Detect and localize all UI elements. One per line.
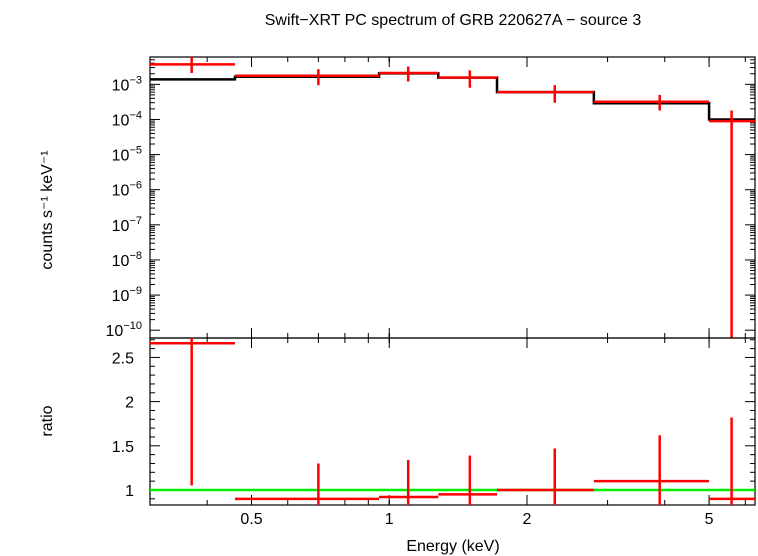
y-tick-label: 10−7 xyxy=(112,215,142,235)
ratio-panel: 0.5 1 2 5 1 1.5 2 2.5 xyxy=(112,57,756,528)
x-tick-label: 1 xyxy=(385,511,394,528)
y-tick-label: 2 xyxy=(125,395,134,412)
spectrum-panel: 10−3 10−4 10−5 10−6 10−7 10−8 10−9 10−10 xyxy=(106,56,756,505)
top-y-axis-label: counts s⁻¹ keV⁻¹ xyxy=(39,150,56,269)
ratio-frame xyxy=(149,337,756,506)
y-tick-label: 1.5 xyxy=(112,439,134,456)
y-tick-label: 10−8 xyxy=(112,250,142,270)
y-tick-label: 10−6 xyxy=(112,180,142,200)
y-tick-label: 10−3 xyxy=(112,74,142,94)
x-tick-label: 2 xyxy=(523,511,532,528)
chart-title: Swift−XRT PC spectrum of GRB 220627A − s… xyxy=(265,12,642,29)
bottom-y-axis-label: ratio xyxy=(39,405,56,436)
y-tick-label: 2.5 xyxy=(112,350,134,367)
x-axis-label: Energy (keV) xyxy=(406,538,499,555)
y-tick-label: 10−9 xyxy=(112,285,142,305)
spectrum-frame xyxy=(149,56,756,339)
model-step-line xyxy=(150,72,755,121)
y-tick-label: 10−4 xyxy=(112,109,142,129)
y-tick-label: 10−5 xyxy=(112,145,142,165)
x-tick-label: 0.5 xyxy=(240,511,262,528)
y-tick-label: 1 xyxy=(125,483,134,500)
x-tick-label: 5 xyxy=(705,511,714,528)
y-tick-label: 10−10 xyxy=(106,320,142,340)
